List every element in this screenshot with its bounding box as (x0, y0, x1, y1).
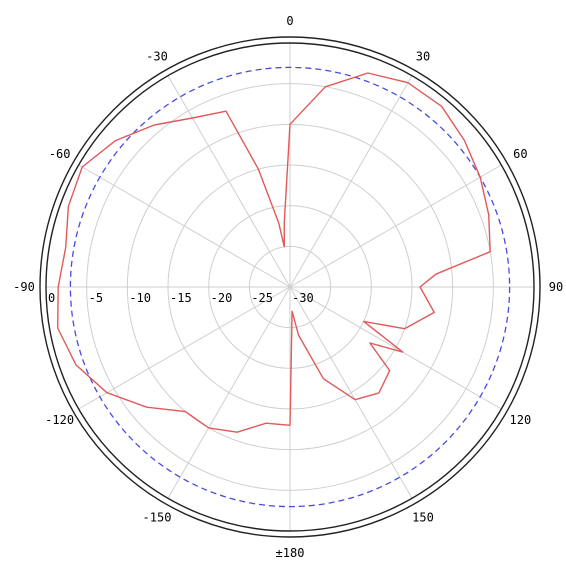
outer-ring-outer (39, 36, 541, 538)
radial-tick-label: -30 (292, 291, 314, 305)
radial-tick-label: -20 (211, 291, 233, 305)
grid-spoke (78, 286, 291, 410)
angle-label: 60 (513, 147, 527, 161)
reference-circle-dashed (69, 66, 511, 508)
grid-spoke (167, 286, 291, 499)
grid-spoke (289, 286, 413, 499)
series-layer (57, 72, 491, 433)
angle-label: -120 (45, 413, 74, 427)
angle-label: 0 (286, 14, 293, 28)
grid-spoke (78, 164, 291, 288)
reference-circle (69, 66, 511, 508)
angle-label: 90 (549, 280, 563, 294)
label-layer: 0 30 60 90 120 150 ±180 -150 -120 -90 -60 -30 0 -5 -10… (13, 14, 563, 560)
angle-label: -30 (146, 50, 168, 64)
grid-spoke (289, 75, 413, 288)
grid-spoke (289, 286, 502, 410)
grid-spoke (289, 164, 502, 288)
radial-tick-label: 0 (48, 291, 55, 305)
angle-label: 150 (412, 510, 434, 524)
radial-tick-label: -5 (89, 291, 103, 305)
angle-label: -90 (13, 280, 35, 294)
angle-label: -60 (49, 147, 71, 161)
radial-tick-label: -25 (251, 291, 273, 305)
series-line (57, 72, 491, 433)
polar-grid (45, 42, 535, 532)
radial-tick-label: -10 (129, 291, 151, 305)
angle-label: -150 (143, 510, 172, 524)
radial-tick-label: -15 (170, 291, 192, 305)
outer-ring-inner (45, 42, 535, 532)
angle-label: 120 (510, 413, 532, 427)
angle-label: ±180 (276, 546, 305, 560)
grid-spoke (167, 75, 291, 288)
angle-label: 30 (416, 50, 430, 64)
outer-ring (39, 36, 541, 538)
